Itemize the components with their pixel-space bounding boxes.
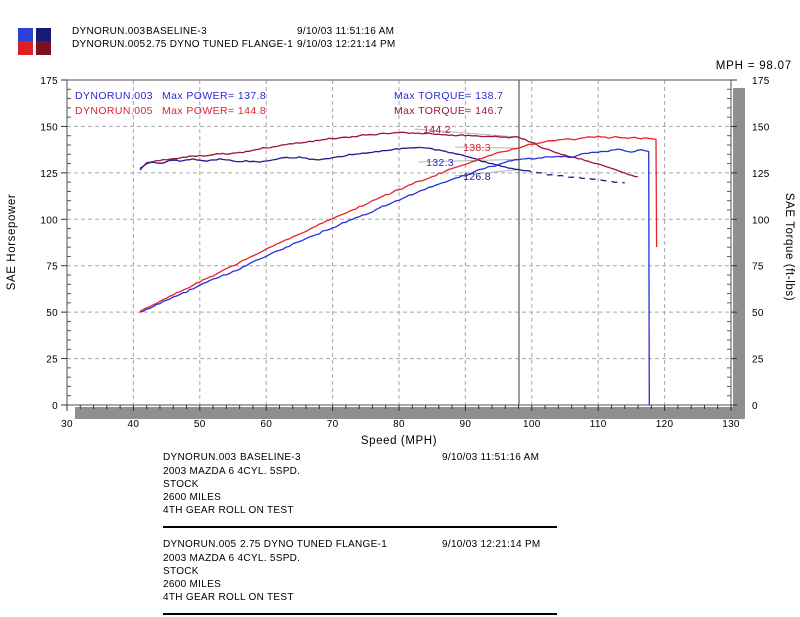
y-axis-left-title: SAE Horsepower <box>6 194 18 291</box>
y-tick-label-left: 25 <box>46 355 58 366</box>
y-tick-label-left: 100 <box>40 215 58 226</box>
x-axis-title: Speed (MPH) <box>361 435 437 447</box>
header-run-timestamp: 9/10/03 12:21:14 PM <box>297 39 396 50</box>
y-tick-label-right: 0 <box>752 401 758 412</box>
curve-power-005 <box>139 135 658 312</box>
cursor-leader-line <box>417 158 519 163</box>
legend-run-005-torque: Max TORQUE= 146.7 <box>394 105 503 117</box>
y-axis-right-title: SAE Torque (ft-lbs) <box>783 193 795 301</box>
run-detail-line: 2003 MAZDA 6 4CYL. 5SPD. <box>163 553 301 564</box>
y-tick-label-left: 150 <box>40 122 58 133</box>
x-tick-label: 130 <box>722 419 740 430</box>
cursor-value-label: 126.8 <box>463 171 491 183</box>
run-detail-line: STOCK <box>163 479 199 490</box>
run-timestamp: 9/10/03 12:21:14 PM <box>442 539 541 550</box>
run-file: DYNORUN.005 <box>163 539 237 550</box>
swatch-torque-003 <box>36 28 51 41</box>
cursor-leader-line <box>414 128 520 138</box>
curve-torque-003-tail <box>525 169 625 184</box>
divider-line <box>163 526 557 528</box>
chart-shadow-right <box>733 88 745 419</box>
curve-power-003 <box>139 148 650 406</box>
x-tick-label: 30 <box>61 419 73 430</box>
y-tick-label-right: 175 <box>752 76 770 87</box>
run-detail-line: 4TH GEAR ROLL ON TEST <box>163 592 294 603</box>
x-tick-label: 50 <box>194 419 206 430</box>
cursor-mph-readout: MPH = 98.07 <box>716 60 792 72</box>
x-tick-label: 110 <box>590 419 607 430</box>
run-detail-line: 2003 MAZDA 6 4CYL. 5SPD. <box>163 466 301 477</box>
x-tick-label: 120 <box>656 419 674 430</box>
header-run-file: DYNORUN.005 <box>72 39 146 50</box>
x-tick-label: 60 <box>260 419 272 430</box>
cursor-leader-line <box>454 146 519 149</box>
curve-torque-003 <box>139 146 526 172</box>
y-tick-label-left: 0 <box>52 401 58 412</box>
x-tick-label: 90 <box>460 419 472 430</box>
y-tick-label-right: 125 <box>752 169 770 180</box>
swatch-torque-005 <box>36 41 51 55</box>
x-tick-label: 100 <box>523 419 541 430</box>
run-desc: BASELINE-3 <box>240 452 301 463</box>
y-tick-label-right: 100 <box>752 215 770 226</box>
run-timestamp: 9/10/03 11:51:16 AM <box>442 452 540 463</box>
y-tick-label-left: 125 <box>40 169 58 180</box>
legend-run-005-power: Max POWER= 144.8 <box>162 105 266 117</box>
cursor-value-label: 144.2 <box>423 124 451 136</box>
y-tick-label-right: 50 <box>752 308 764 319</box>
header-run-timestamp: 9/10/03 11:51:16 AM <box>297 26 395 37</box>
y-tick-label-left: 175 <box>40 76 58 87</box>
run-detail-line: STOCK <box>163 566 199 577</box>
cursor-leader-line <box>454 169 520 177</box>
chart-shadow-bottom <box>75 407 745 419</box>
y-tick-label-right: 75 <box>752 262 764 273</box>
swatch-power-003 <box>18 28 33 41</box>
curve-torque-005 <box>139 131 639 178</box>
swatch-power-005 <box>18 41 33 55</box>
header-run-desc: BASELINE-3 <box>146 26 207 37</box>
dyno-chart: 30 40 50 60 70 80 90 100 110 120 130 0 0 25 25 50 50 75 75… <box>6 60 795 447</box>
y-tick-label-right: 25 <box>752 355 764 366</box>
x-tick-label: 40 <box>128 419 140 430</box>
legend-run-003-file: DYNORUN.003 <box>75 90 153 102</box>
run-detail-line: 2600 MILES <box>163 492 222 503</box>
y-tick-label-left: 50 <box>46 308 58 319</box>
y-tick-label-left: 75 <box>46 262 58 273</box>
divider-line <box>163 613 557 615</box>
run-file: DYNORUN.003 <box>163 452 237 463</box>
legend-run-005-file: DYNORUN.005 <box>75 105 153 117</box>
cursor-value-label: 138.3 <box>463 142 491 154</box>
legend-run-003-power: Max POWER= 137.8 <box>162 90 266 102</box>
cursor-value-label: 132.3 <box>426 157 454 169</box>
header-run-desc: 2.75 DYNO TUNED FLANGE-1 <box>146 39 294 50</box>
x-tick-label: 70 <box>327 419 339 430</box>
run-desc: 2.75 DYNO TUNED FLANGE-1 <box>240 539 388 550</box>
run-detail-line: 2600 MILES <box>163 579 222 590</box>
y-tick-label-right: 150 <box>752 122 770 133</box>
legend-run-003-torque: Max TORQUE= 138.7 <box>394 90 503 102</box>
header-run-file: DYNORUN.003 <box>72 26 146 37</box>
x-tick-label: 80 <box>393 419 405 430</box>
run-detail-line: 4TH GEAR ROLL ON TEST <box>163 505 294 516</box>
